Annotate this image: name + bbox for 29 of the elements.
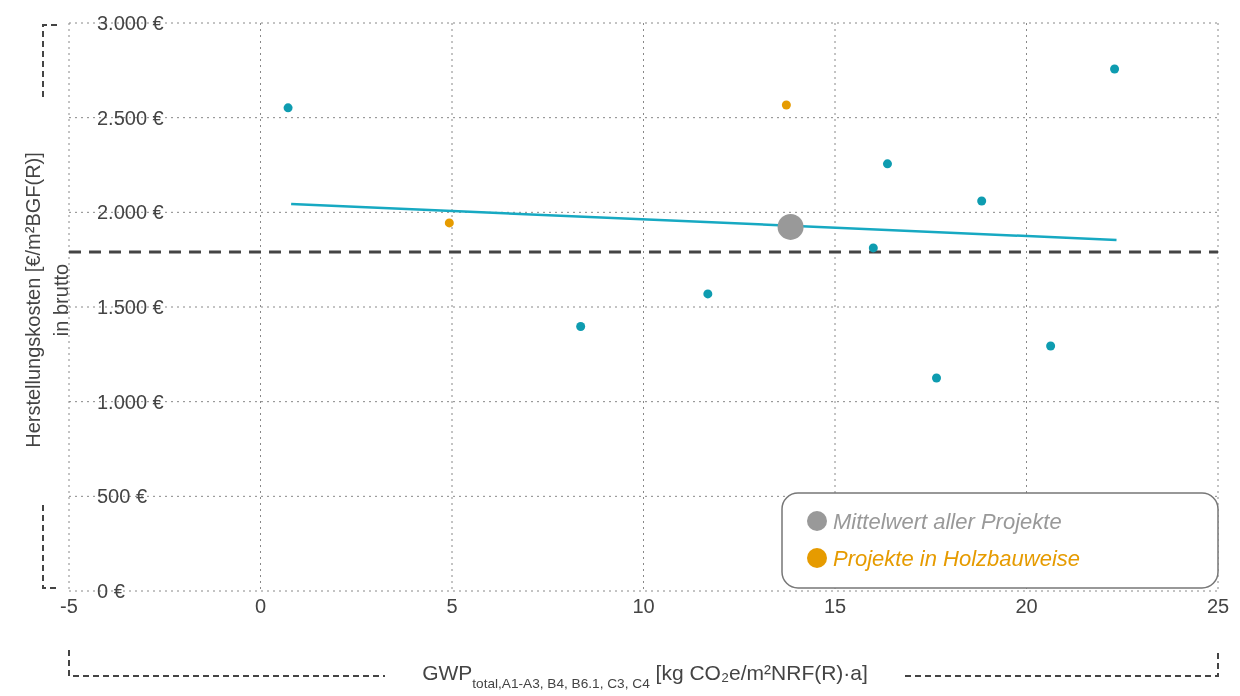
x-tick-label: 0 [254, 595, 267, 618]
point [868, 243, 878, 253]
point [781, 100, 791, 110]
x-tick-label: 20 [1015, 595, 1038, 618]
point [932, 373, 941, 383]
point [703, 289, 713, 299]
point [1110, 64, 1120, 74]
y-tick-label: 1.000 € [97, 390, 164, 413]
x-tick-label: 5 [446, 595, 458, 618]
y-tick-label: 0 € [97, 580, 125, 602]
x-tick-label: 10 [632, 595, 655, 618]
point [576, 322, 586, 331]
y-tick-label: 2.500 € [97, 106, 164, 129]
point [1046, 341, 1056, 351]
x-tick-label: 25 [1206, 595, 1230, 618]
x-axis-title: GWP$_{total,A1-A3, B4, B6.1, C3, C4}$ [kg CO₂e/m²NRF(R)·a] [422, 661, 868, 691]
point [882, 159, 892, 169]
y-tick-label: 500 € [97, 485, 148, 508]
y-tick-label: 1.500 € [97, 296, 164, 318]
point [977, 196, 987, 206]
point [444, 218, 454, 228]
point [283, 103, 293, 113]
y-axis-title: Herstellungskosten [€/m²BGF(R)] in brutto [22, 152, 72, 448]
legend-label: Projekte in Holzbauweise [833, 545, 1081, 571]
legend-label: Mittelwert aller Projekte [833, 508, 1062, 534]
x-tick-label: -5 [60, 595, 78, 618]
y-tick-label: 2.000 € [97, 201, 164, 224]
x-tick-label: 15 [823, 595, 847, 618]
y-tick-label: 3.000 € [97, 12, 164, 34]
